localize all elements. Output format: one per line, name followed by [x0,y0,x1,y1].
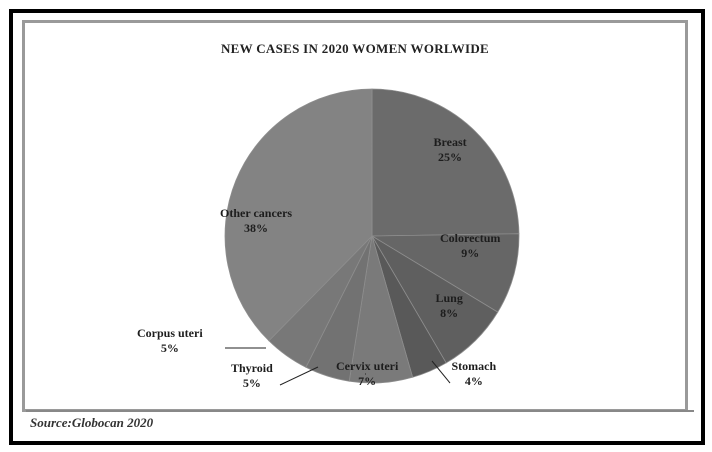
chart-title: NEW CASES IN 2020 WOMEN WORLWIDE [220,41,490,56]
pie-slice-other-cancers [224,88,373,342]
pie-slice-breast [371,88,520,237]
slice-label-name: Stomach [451,359,497,373]
slice-label-name: Thyroid [231,361,273,375]
slice-label-percent: 38% [244,221,269,235]
slice-label-name: Cervix uteri [336,359,399,373]
slice-label-percent: 5% [160,341,179,355]
slice-label-lung: Lung 8% [436,291,463,321]
leader-line-thyroid [279,366,319,386]
leader-line-stomach [431,360,451,384]
slice-label-percent: 5% [242,376,261,390]
source-bar: Source:Globocan 2020 [26,410,694,434]
slice-label-percent: 4% [464,374,483,388]
slice-label-percent: 7% [358,374,377,388]
slice-label-breast: Breast 25% [434,135,467,165]
slice-label-thyroid: Thyroid 5% [231,361,273,391]
pie-slice-colorectum [370,233,520,313]
slice-label-colorectum: Colorectum 9% [440,231,500,261]
slice-label-name: Lung [435,291,463,305]
slice-label-percent: 9% [461,246,480,260]
slice-label-corpus-uteri: Corpus uteri 5% [137,326,203,356]
slice-label-cervix-uteri: Cervix uteri 7% [336,359,398,389]
slice-label-percent: 25% [438,150,463,164]
slice-label-other-cancers: Other cancers 38% [220,206,292,236]
slice-label-percent: 8% [440,306,459,320]
slice-label-name: Breast [433,135,467,149]
source-text: Source:Globocan 2020 [30,415,154,430]
slice-label-name: Colorectum [440,231,501,245]
slice-label-name: Other cancers [220,206,293,220]
slice-label-name: Corpus uteri [137,326,203,340]
slice-label-stomach: Stomach 4% [452,359,497,389]
